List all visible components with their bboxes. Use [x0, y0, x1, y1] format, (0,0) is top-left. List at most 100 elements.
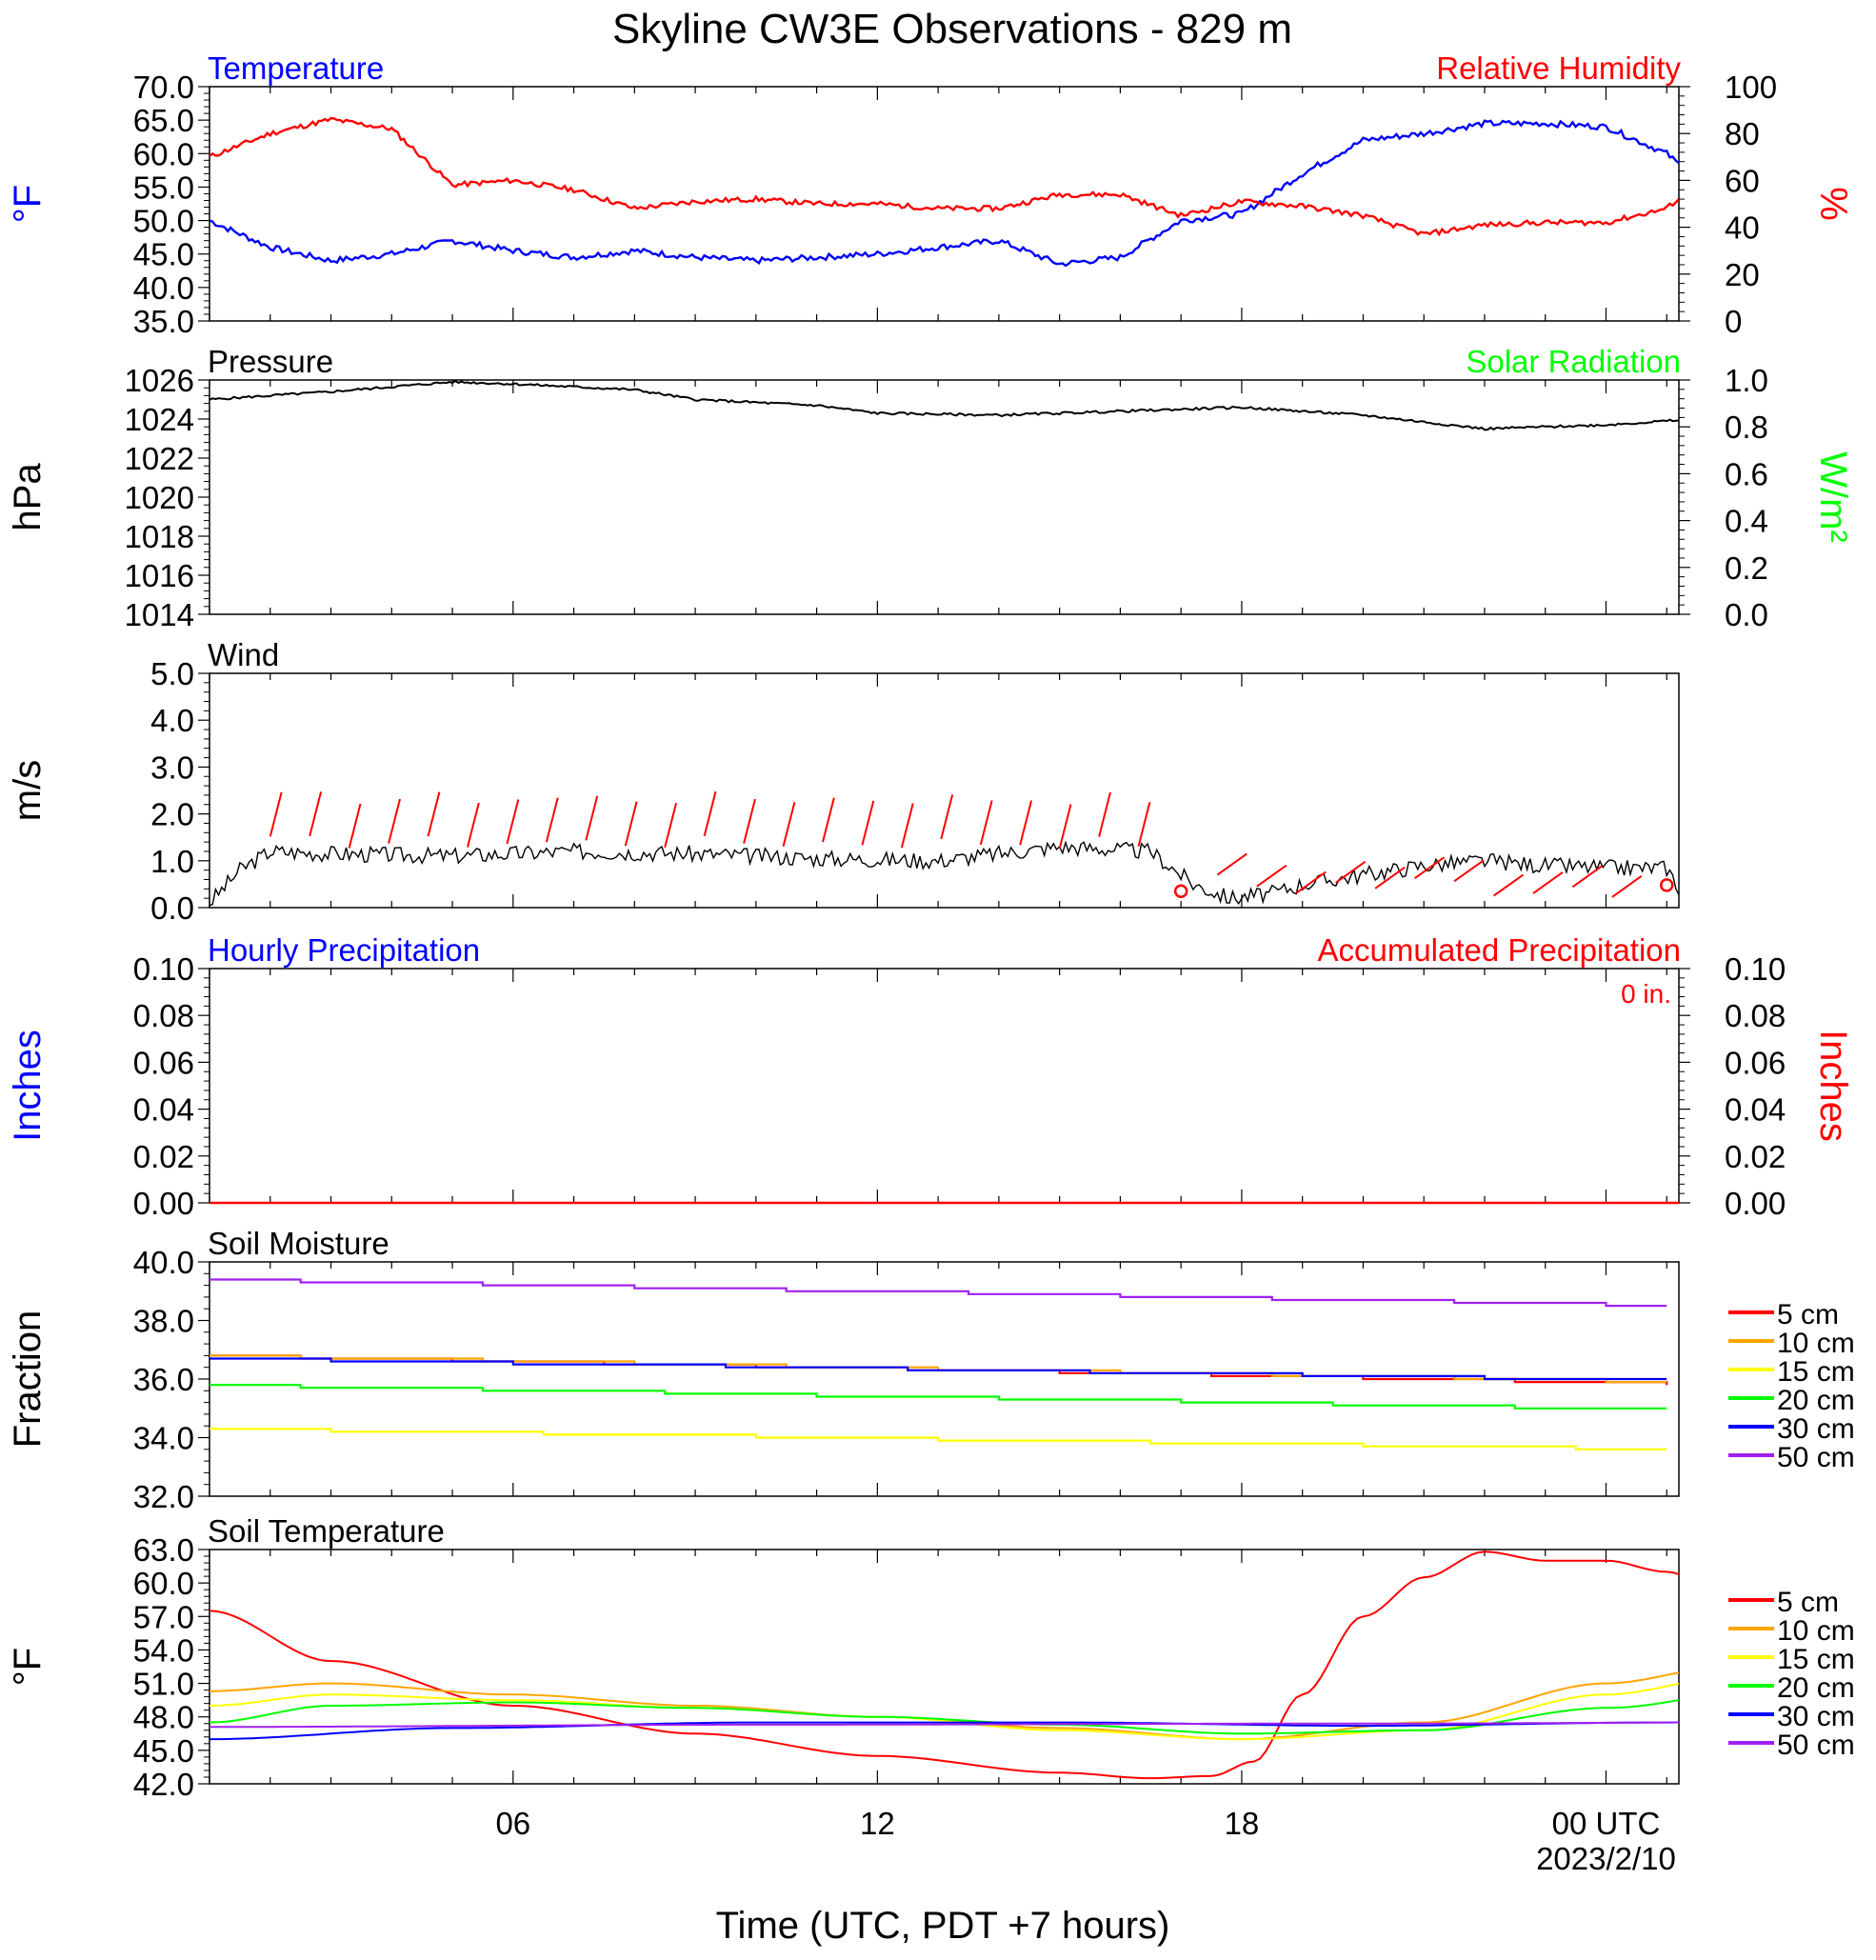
- x-tick-label: 00 UTC: [1552, 1806, 1661, 1841]
- panel-title-left: Hourly Precipitation: [208, 932, 480, 968]
- y-tick-label: 0.2: [1725, 550, 1768, 586]
- wind-direction-barb: [861, 800, 875, 846]
- wind-direction-barb: [1295, 870, 1327, 894]
- y-tick-label: 0.10: [1725, 951, 1786, 987]
- y-tick-label: 0.04: [133, 1092, 194, 1128]
- y-tick-label: 100: [1725, 70, 1777, 105]
- y-tick-label: 35.0: [133, 304, 194, 339]
- panel-title-left: Wind: [208, 637, 279, 672]
- soil-temp-line-50cm: [210, 1721, 1679, 1729]
- y-axis-label-right: W/m²: [1812, 451, 1854, 543]
- relative-humidity-line: [210, 116, 1679, 237]
- y-tick-label: 1024: [125, 402, 194, 437]
- y-tick-label: 42.0: [133, 1767, 194, 1802]
- wind-direction-barb: [703, 790, 717, 836]
- panel-soil_moisture: 32.0 34.0 36.0 38.0 40.0 Soil Moisture Fractio…: [7, 1226, 1855, 1514]
- wind-direction-barb: [1374, 866, 1406, 890]
- wind-direction-barb: [388, 798, 401, 844]
- wind-direction-barb: [506, 799, 520, 845]
- y-tick-label: 36.0: [133, 1362, 194, 1397]
- y-tick-label: 40: [1725, 210, 1760, 246]
- y-tick-label: 70.0: [133, 70, 194, 105]
- y-tick-label: 1020: [125, 480, 194, 515]
- panel-title-left: Soil Temperature: [208, 1513, 445, 1549]
- wind-direction-barb: [664, 802, 678, 848]
- y-tick-label: 51.0: [133, 1667, 194, 1702]
- panel-title-left: Soil Moisture: [208, 1226, 389, 1261]
- y-tick-label: 0.00: [133, 1186, 194, 1221]
- y-tick-label: 45.0: [133, 237, 194, 272]
- panel-precip: 0.00 0.02 0.04 0.06 0.08 0.10 0.00 0.02 0.04 0.06…: [7, 932, 1854, 1221]
- y-tick-label: 0.02: [133, 1139, 194, 1174]
- y-tick-label: 0.10: [133, 951, 194, 987]
- y-tick-label: 0: [1725, 304, 1742, 339]
- panel-title-right: Accumulated Precipitation: [1317, 932, 1681, 968]
- wind-direction-barb: [427, 791, 441, 837]
- plot-frame: [209, 672, 1680, 909]
- y-tick-label: 60.0: [133, 136, 194, 171]
- legend-label: 5 cm: [1777, 1299, 1839, 1330]
- wind-direction-barb: [1492, 873, 1525, 897]
- y-tick-label: 1026: [125, 363, 194, 398]
- wind-direction-barb: [782, 802, 796, 848]
- soil-moisture-line-20cm: [210, 1384, 1667, 1410]
- y-tick-label: 48.0: [133, 1700, 194, 1735]
- y-tick-label: 1018: [125, 519, 194, 554]
- x-date-label: 2023/2/10: [1536, 1841, 1676, 1876]
- y-tick-label: 2.0: [150, 797, 194, 832]
- y-tick-label: 45.0: [133, 1733, 194, 1769]
- y-tick-label: 0.0: [1725, 597, 1768, 632]
- soil-moisture-line-50cm: [210, 1278, 1667, 1308]
- wind-direction-barb: [1414, 856, 1446, 880]
- y-axis-label-right: %: [1812, 187, 1854, 221]
- y-tick-label: 0.06: [133, 1045, 194, 1080]
- y-tick-label: 1016: [125, 558, 194, 593]
- wind-direction-barb: [1216, 852, 1247, 876]
- y-tick-label: 1.0: [150, 844, 194, 879]
- legend-label: 10 cm: [1777, 1328, 1855, 1359]
- legend-label: 50 cm: [1777, 1730, 1855, 1761]
- y-tick-label: 0.00: [1725, 1186, 1786, 1221]
- wind-direction-barb: [1019, 800, 1033, 846]
- y-tick-label: 63.0: [133, 1532, 194, 1568]
- chart-title: Skyline CW3E Observations - 829 m: [612, 6, 1292, 52]
- y-tick-label: 34.0: [133, 1421, 194, 1456]
- y-axis-label-right: Inches: [1812, 1030, 1854, 1142]
- plot-frame: [209, 86, 1680, 322]
- legend-label: 5 cm: [1777, 1587, 1839, 1618]
- calm-wind-marker: [1173, 884, 1188, 899]
- y-tick-label: 0.02: [1725, 1139, 1786, 1174]
- x-axis-label: Time (UTC, PDT +7 hours): [716, 1905, 1170, 1947]
- soil-temp-line-5cm: [210, 1550, 1679, 1780]
- y-axis-label-left: m/s: [7, 760, 49, 821]
- soil-moisture-line-30cm: [210, 1357, 1667, 1381]
- legend-label: 15 cm: [1777, 1356, 1855, 1388]
- wind-direction-barb: [1098, 791, 1111, 837]
- y-tick-label: 0.08: [133, 998, 194, 1033]
- y-tick-label: 38.0: [133, 1304, 194, 1339]
- y-tick-label: 0.04: [1725, 1092, 1786, 1128]
- wind-direction-barb: [822, 797, 835, 843]
- y-tick-label: 4.0: [150, 703, 194, 738]
- y-tick-label: 32.0: [133, 1479, 194, 1514]
- legend-label: 20 cm: [1777, 1385, 1855, 1416]
- y-tick-label: 0.0: [150, 890, 194, 926]
- y-tick-label: 1.0: [1725, 363, 1768, 398]
- wind-direction-barb: [979, 800, 993, 846]
- calm-wind-marker: [1659, 878, 1674, 892]
- wind-direction-barb: [1532, 871, 1564, 894]
- wind-direction-barb: [269, 791, 283, 837]
- panel-pressure: 1014 1016 1018 1020 1022 1024 1026 0.0 0.2 0.4 0.6…: [7, 344, 1854, 632]
- legend-label: 20 cm: [1777, 1672, 1855, 1704]
- plot-frame: [209, 1549, 1680, 1785]
- y-tick-label: 0.06: [1725, 1045, 1786, 1080]
- wind-direction-barb: [940, 794, 954, 840]
- y-tick-label: 50.0: [133, 204, 194, 239]
- pressure-line: [210, 380, 1679, 431]
- y-tick-label: 1014: [125, 597, 194, 632]
- x-tick-label: 06: [495, 1806, 530, 1841]
- soil-temp-line-30cm: [210, 1721, 1679, 1741]
